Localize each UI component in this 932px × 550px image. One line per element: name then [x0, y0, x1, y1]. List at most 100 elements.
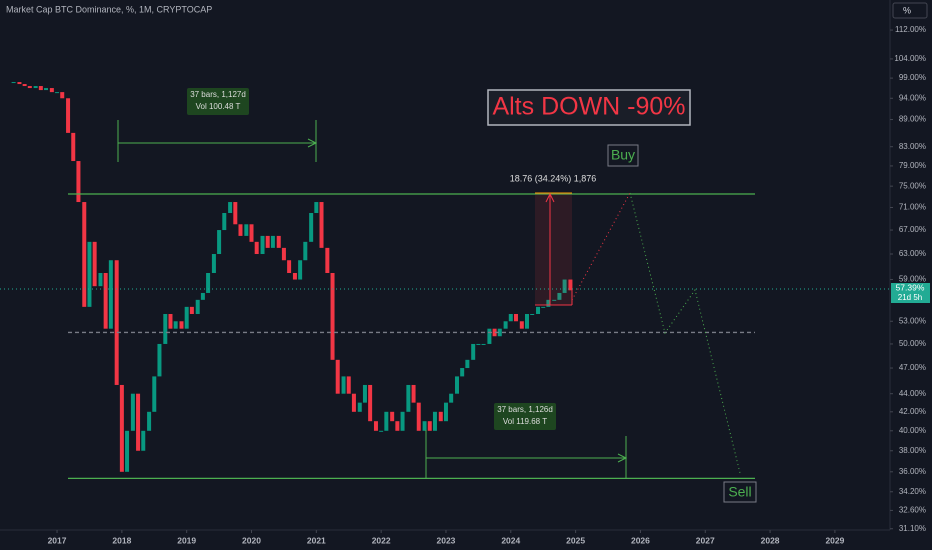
candle — [568, 279, 573, 291]
candle — [492, 328, 497, 337]
candle — [438, 411, 443, 422]
y-tick-label: 112.00% — [895, 25, 926, 34]
candle — [508, 314, 513, 322]
candle — [103, 272, 108, 329]
y-tick-label: 53.00% — [899, 316, 926, 325]
candle — [17, 82, 22, 85]
range-label: Vol 119.68 T — [503, 417, 547, 426]
range-label: 37 bars, 1,127d — [190, 90, 246, 99]
x-tick-label: 2020 — [242, 535, 261, 545]
candle — [443, 402, 448, 422]
candle — [76, 161, 81, 203]
headline-box — [487, 89, 691, 126]
y-tick-label: 94.00% — [899, 93, 926, 102]
candle — [384, 411, 389, 431]
candle — [92, 241, 97, 287]
candle — [281, 247, 286, 261]
candle — [66, 98, 71, 133]
y-tick-label: 38.00% — [899, 446, 926, 455]
projection-down — [629, 192, 741, 474]
candle — [427, 421, 432, 431]
candle — [400, 411, 405, 431]
arrow-head — [307, 138, 318, 148]
y-tick-label: 40.00% — [899, 426, 926, 435]
candle — [249, 224, 254, 242]
candle — [114, 260, 119, 385]
candle — [319, 202, 324, 248]
axes: 112.00% 104.00% 99.00% 94.00% 89.00% 83.00% 79… — [48, 25, 926, 545]
headline: Alts DOWN -90% — [492, 93, 685, 121]
measure-box — [535, 193, 572, 305]
candle — [309, 213, 314, 242]
candle — [330, 272, 335, 360]
drawings: 37 bars, 1,127d Vol 100.48 T 37 bars, 1,… — [0, 88, 890, 503]
y-tick-label: 36.00% — [899, 467, 926, 476]
candle — [557, 292, 562, 300]
candle — [163, 314, 168, 344]
candle — [454, 376, 459, 394]
candle — [189, 306, 194, 315]
candle — [222, 213, 227, 231]
candle — [411, 384, 416, 403]
y-tick-label: 75.00% — [899, 181, 926, 190]
candle — [362, 384, 367, 403]
x-tick-label: 2024 — [501, 535, 520, 545]
candle — [513, 314, 518, 322]
y-tick-label: 34.20% — [899, 487, 926, 496]
sell-box — [723, 481, 757, 503]
candle — [303, 241, 308, 261]
y-tick-label: 104.00% — [894, 54, 926, 63]
candle — [206, 272, 211, 293]
candle — [530, 314, 535, 316]
y-tick-label: 99.00% — [899, 73, 926, 82]
candles — [11, 82, 573, 472]
candle — [476, 343, 481, 345]
candle — [44, 88, 49, 91]
candle — [341, 376, 346, 394]
candle — [541, 306, 546, 308]
candle — [265, 235, 270, 248]
scale-button[interactable] — [892, 2, 928, 19]
candle — [562, 279, 567, 293]
levels — [68, 193, 755, 479]
y-tick-label: 67.00% — [899, 225, 926, 234]
candle — [173, 321, 178, 329]
arrow-head — [545, 192, 555, 203]
candle — [503, 321, 508, 329]
candle — [55, 92, 60, 94]
candle — [228, 202, 233, 214]
x-tick-label: 2026 — [631, 535, 650, 545]
x-tick-label: 2025 — [566, 535, 585, 545]
candle — [536, 306, 541, 315]
x-tick-label: 2018 — [112, 535, 131, 545]
x-tick-label: 2023 — [437, 535, 456, 545]
candle — [276, 235, 281, 248]
candle — [217, 230, 222, 255]
y-tick-label: 47.00% — [899, 363, 926, 372]
y-tick-label: 42.00% — [899, 407, 926, 416]
candle — [357, 402, 362, 412]
buy-label: Buy — [611, 147, 635, 163]
range-label: 37 bars, 1,126d — [497, 405, 553, 414]
y-tick-label: 59.00% — [899, 275, 926, 284]
y-tick-label: 89.00% — [899, 115, 926, 124]
scale-button-label[interactable]: % — [903, 5, 911, 15]
candle — [351, 393, 356, 412]
y-tick-label: 31.10% — [899, 524, 926, 533]
candle — [465, 359, 470, 369]
x-tick-label: 2027 — [696, 535, 715, 545]
x-tick-label: 2021 — [307, 535, 326, 545]
candle — [497, 328, 502, 337]
candle — [254, 241, 259, 255]
candle — [22, 84, 27, 87]
candle — [136, 393, 141, 451]
candle — [552, 299, 557, 301]
candle — [33, 86, 38, 89]
candle — [108, 260, 113, 329]
candle — [471, 343, 476, 360]
y-tick-label: 79.00% — [899, 161, 926, 170]
candle — [260, 235, 265, 255]
candle — [141, 430, 146, 451]
